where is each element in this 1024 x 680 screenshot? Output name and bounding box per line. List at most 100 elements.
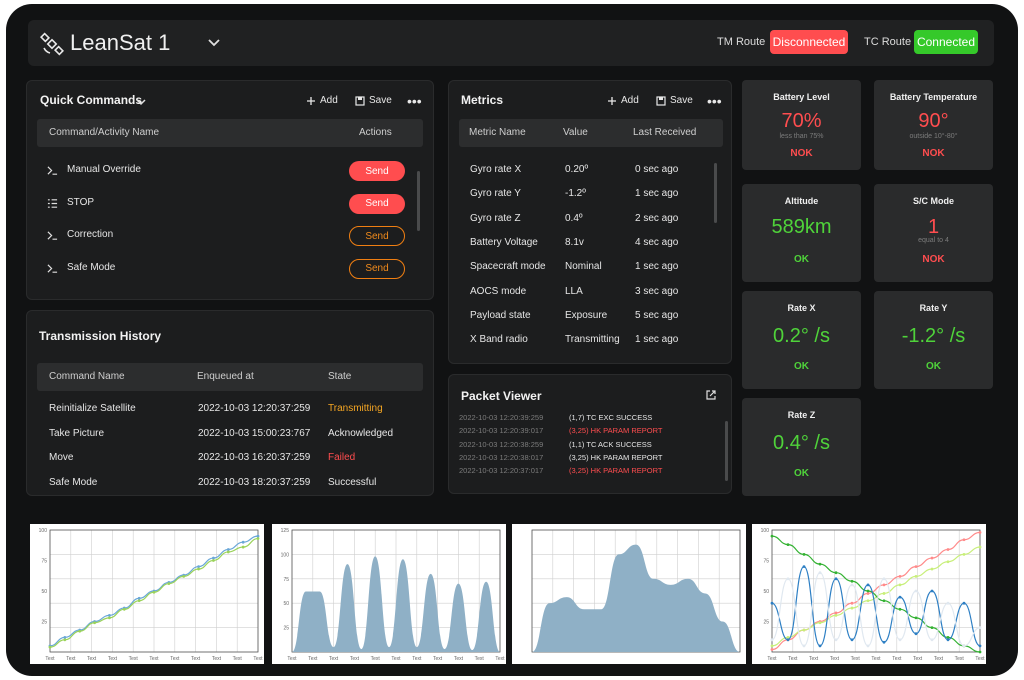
data-point <box>78 629 82 633</box>
external-link-icon[interactable] <box>706 390 716 400</box>
col-command-name: Command Name <box>49 371 125 382</box>
tm-route-status-badge[interactable]: Disconnected <box>770 30 848 54</box>
history-command-name: Safe Mode <box>49 476 98 488</box>
x-tick-label: Text <box>788 656 798 662</box>
data-point <box>770 648 774 651</box>
history-command-name: Take Picture <box>49 427 105 439</box>
send-button[interactable]: Send <box>349 226 405 246</box>
history-state: Failed <box>328 452 356 463</box>
metric-name: Gyro rate Y <box>470 188 521 200</box>
metric-value: 0.4º <box>565 212 583 224</box>
packet-scrollbar[interactable] <box>725 421 728 481</box>
data-point <box>930 589 934 593</box>
tc-route-status-badge[interactable]: Connected <box>914 30 978 54</box>
y-tick-label: 50 <box>763 589 769 595</box>
data-point <box>167 582 171 586</box>
commands-scrollbar[interactable] <box>417 171 420 231</box>
data-point <box>914 589 918 593</box>
packet-timestamp: 2022-10-03 12:20:39:259 <box>459 413 544 422</box>
line-series <box>771 535 981 653</box>
x-tick-label: Text <box>149 656 159 662</box>
packet-line: 2022-10-03 12:20:38:259 (1,1) TC ACK SUCC… <box>459 440 652 449</box>
stat-value: 90° <box>918 110 949 132</box>
add-command-button[interactable]: Add <box>306 95 338 106</box>
more-options-icon[interactable]: ••• <box>707 93 722 109</box>
stat-status: OK <box>926 361 941 372</box>
data-point <box>946 638 950 642</box>
col-actions: Actions <box>359 127 392 138</box>
packet-viewer-panel: Packet Viewer 2022-10-03 12:20:39:259 (1,… <box>448 374 732 494</box>
data-point <box>226 548 230 551</box>
command-name: Safe Mode <box>67 261 116 273</box>
send-button[interactable]: Send <box>349 161 405 181</box>
y-tick-label: 125 <box>281 528 290 534</box>
send-button[interactable]: Send <box>349 193 405 214</box>
data-point <box>882 583 886 587</box>
chevron-down-icon[interactable] <box>206 34 222 50</box>
data-point <box>818 562 822 566</box>
data-point <box>930 626 934 629</box>
y-tick-label: 100 <box>281 552 290 558</box>
x-tick-label: Text <box>212 656 222 662</box>
stat-card-rate-y: Rate Y -1.2° /s OK <box>874 291 993 389</box>
metrics-table-header: Metric Name Value Last Received <box>459 119 723 147</box>
command-name: Correction <box>67 229 114 240</box>
metrics-panel: Metrics Add Save ••• Metric Name Value L… <box>448 80 732 364</box>
line-series <box>771 546 981 647</box>
add-label: Add <box>320 95 338 106</box>
metric-last-received: 3 sec ago <box>635 285 679 297</box>
data-point <box>226 550 230 554</box>
y-tick-label: 75 <box>283 577 289 583</box>
add-metric-button[interactable]: Add <box>607 95 639 106</box>
commands-table-header: Command/Activity Name Actions <box>37 119 423 147</box>
metric-name: X Band radio <box>470 334 528 346</box>
y-tick-label: 25 <box>283 626 289 632</box>
metric-last-received: 2 sec ago <box>635 212 679 224</box>
data-point <box>850 606 854 610</box>
data-point <box>770 644 774 648</box>
x-tick-label: Text <box>170 656 180 662</box>
save-metrics-button[interactable]: Save <box>656 95 693 106</box>
data-point <box>256 537 260 540</box>
data-point <box>850 601 854 605</box>
data-point <box>962 644 966 648</box>
metrics-title: Metrics <box>461 93 504 107</box>
metric-value: Exposure <box>565 309 608 321</box>
history-enqueued-at: 2022-10-03 16:20:37:259 <box>198 452 311 463</box>
save-commands-button[interactable]: Save <box>355 95 392 106</box>
history-state: Successful <box>328 476 377 488</box>
stat-card-rate-z: Rate Z 0.4° /s OK <box>742 398 861 496</box>
stat-status: NOK <box>922 254 945 265</box>
metrics-scrollbar[interactable] <box>714 163 717 223</box>
x-tick-label: Text <box>955 656 965 662</box>
x-tick-label: Text <box>412 656 422 662</box>
data-point <box>978 545 982 549</box>
terminal-icon <box>47 166 58 175</box>
data-point <box>182 574 186 578</box>
stat-card-rate-x: Rate X 0.2° /s OK <box>742 291 861 389</box>
col-state: State <box>328 371 352 382</box>
x-tick-label: Text <box>108 656 118 662</box>
history-enqueued-at: 2022-10-03 15:00:23:767 <box>198 427 311 439</box>
data-point <box>197 565 200 568</box>
data-point <box>197 567 200 571</box>
data-point <box>834 571 838 575</box>
x-tick-label: Text <box>233 656 243 662</box>
add-label: Add <box>621 95 639 106</box>
plus-icon <box>608 96 616 105</box>
x-tick-label: Text <box>475 656 485 662</box>
send-button[interactable]: Send <box>349 258 405 279</box>
chevron-down-icon[interactable] <box>135 96 147 108</box>
stat-threshold: less than 75% <box>779 133 824 140</box>
data-point <box>786 543 790 547</box>
data-point <box>850 638 854 642</box>
x-tick-label: Text <box>371 656 381 662</box>
save-icon <box>656 95 666 106</box>
data-point <box>770 534 774 538</box>
data-point <box>866 583 870 587</box>
metric-value: 8.1v <box>565 236 584 248</box>
data-point <box>63 638 67 642</box>
more-options-icon[interactable]: ••• <box>407 93 422 109</box>
area-series <box>292 556 500 652</box>
metric-name: Payload state <box>470 309 531 321</box>
